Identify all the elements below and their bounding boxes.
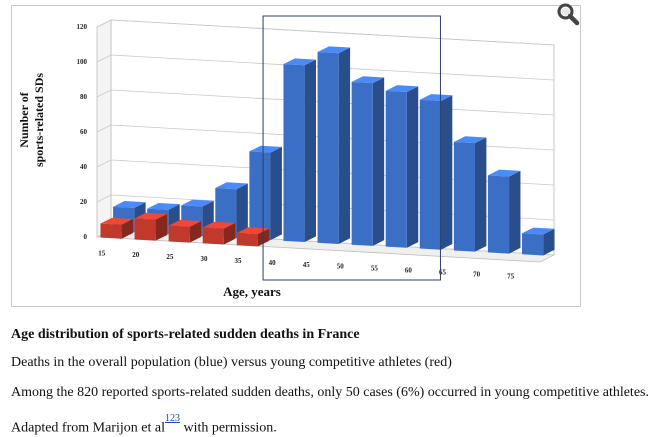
y-tick-label: 100 — [77, 58, 88, 66]
bars-overall-population — [113, 46, 555, 256]
x-tick-label: 35 — [235, 257, 243, 265]
x-tick-label: 40 — [269, 259, 277, 267]
figure-title: Age distribution of sports-related sudde… — [11, 327, 360, 342]
x-tick-label: 20 — [132, 251, 140, 259]
bar-athletes-25 — [168, 219, 202, 243]
caption-source-prefix: Adapted from Marijon et al — [11, 420, 165, 436]
y-tick-label: 0 — [84, 233, 88, 241]
y-tick-label: 80 — [80, 93, 88, 101]
bar-chart-3d: 0 20 40 60 80 100 120 15 20 25 30 35 40 45 50 55 60 65 70… — [17, 15, 556, 299]
caption-line-3: Adapted from Marijon et al123 with permi… — [11, 413, 277, 437]
y-axis-label-line2: sports-related SDs — [32, 73, 46, 167]
y-tick-label: 120 — [77, 23, 88, 31]
bar-overall-40 — [283, 58, 317, 243]
y-tick-label: 20 — [80, 198, 88, 206]
bar-athletes-35 — [236, 227, 270, 247]
y-tick-label: 60 — [80, 128, 88, 136]
magnifier-icon — [557, 3, 580, 26]
bar-overall-70 — [487, 169, 521, 254]
y-tick-label: 40 — [80, 163, 88, 171]
x-tick-label: 15 — [98, 249, 106, 257]
bar-overall-65 — [453, 136, 487, 252]
bar-overall-50 — [351, 76, 385, 246]
x-tick-label: 75 — [507, 272, 515, 280]
reference-link[interactable]: 123 — [164, 413, 180, 424]
x-tick-label: 50 — [337, 263, 345, 271]
bar-overall-55 — [385, 85, 419, 248]
x-tick-label: 65 — [439, 269, 447, 277]
y-tick-labels: 0 20 40 60 80 100 120 — [77, 23, 88, 241]
bar-overall-75 — [522, 227, 555, 256]
bars-young-athletes — [100, 212, 270, 247]
highlight-box — [262, 15, 441, 281]
x-tick-label: 25 — [166, 253, 174, 261]
x-tick-label: 55 — [371, 265, 379, 273]
grid-line — [96, 19, 555, 46]
bar-overall-45 — [317, 46, 351, 244]
bar-overall-35 — [249, 145, 282, 241]
x-tick-label: 45 — [303, 261, 311, 269]
x-tick-label: 30 — [200, 255, 208, 263]
caption-line-2: Among the 820 reported sports-related su… — [11, 385, 649, 400]
bar-athletes-30 — [202, 221, 236, 245]
caption-source-suffix: with permission. — [179, 420, 277, 436]
x-tick-label: 60 — [405, 267, 413, 275]
bar-athletes-20 — [134, 212, 168, 241]
bar-overall-60 — [419, 94, 453, 250]
x-tick-label: 70 — [473, 270, 481, 278]
y-axis-label-line1: Number of — [17, 91, 31, 147]
caption-line-1: Deaths in the overall population (blue) … — [11, 355, 452, 370]
zoom-button[interactable] — [556, 2, 580, 26]
grid-line — [96, 54, 555, 81]
x-tick-labels: 15 20 25 30 35 40 45 50 55 60 65 70 75 — [98, 249, 514, 280]
x-axis-label: Age, years — [223, 284, 281, 299]
bar-athletes-15 — [100, 217, 134, 239]
